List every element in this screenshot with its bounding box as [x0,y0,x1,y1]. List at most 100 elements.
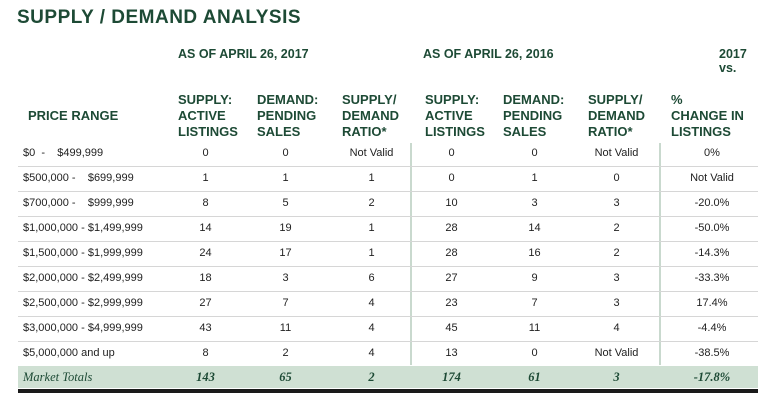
totals-demand-2017: 65 [279,370,292,384]
demand-2016-cell: 16 [528,247,541,259]
supply-2016-cell: 13 [445,347,458,359]
price-range-cell: $5,000,000 and up [23,347,115,359]
row-separator [18,241,758,242]
supply-2017-cell: 24 [199,247,212,259]
row-separator [18,266,758,267]
ratio-2016-cell: 3 [613,272,620,284]
supply-2017-cell: 8 [202,347,209,359]
row-separator [18,341,758,342]
demand-2017-cell: 2 [282,347,289,359]
ratio-2017-cell: 4 [368,322,375,334]
table-row: $0 - $499,999 0 0 Not Valid 0 0 Not Valid 0% [18,141,758,166]
table-row: $500,000 - $699,999 1 1 1 0 1 0 Not Valid [18,166,758,191]
supply-2016-cell: 45 [445,322,458,334]
supply-2017-cell: 18 [199,272,212,284]
demand-2017-cell: 0 [282,147,289,159]
supply-2016-cell: 0 [448,172,455,184]
totals-supply-2016: 174 [442,370,461,384]
period-2016-header: AS OF APRIL 26, 2016 [423,47,554,61]
change-cell: -4.4% [697,322,727,334]
ratio-2017-cell: 1 [368,247,375,259]
price-range-cell: $0 - $499,999 [23,147,104,159]
period-divider [410,143,412,365]
price-range-header: PRICE RANGE [28,108,119,123]
change-cell: -14.3% [694,247,730,259]
ratio-2016-cell: Not Valid [594,347,639,359]
ratio-2016-cell: 2 [613,222,620,234]
supply-2017-header: SUPPLY: ACTIVE LISTINGS [178,92,238,139]
demand-2017-cell: 17 [279,247,292,259]
totals-label: Market Totals [23,370,93,384]
supply-2017-cell: 0 [202,147,209,159]
demand-2017-cell: 19 [279,222,292,234]
period-2017-header: AS OF APRIL 26, 2017 [178,47,309,61]
demand-2016-cell: 0 [531,147,538,159]
demand-2017-cell: 5 [282,197,289,209]
demand-2017-cell: 11 [279,322,292,334]
demand-2016-cell: 3 [531,197,538,209]
table-row: $700,000 - $999,999 8 5 2 10 3 3 -20.0% [18,191,758,216]
change-cell: 17.4% [696,297,728,309]
ratio-2017-cell: 4 [368,347,375,359]
ratio-2016-cell: 2 [613,247,620,259]
price-range-cell: $1,500,000 - $1,999,999 [23,247,143,259]
totals-supply-2017: 143 [196,370,215,384]
supply-2016-cell: 23 [445,297,458,309]
page-title: SUPPLY / DEMAND ANALYSIS [17,7,302,28]
totals-demand-2016: 61 [528,370,541,384]
demand-2017-header: DEMAND: PENDING SALES [257,92,319,139]
ratio-2016-cell: 3 [613,297,620,309]
table-row: $2,000,000 - $2,499,999 18 3 6 27 9 3 -33.3% [18,266,758,291]
demand-2016-header: DEMAND: PENDING SALES [503,92,565,139]
demand-2017-cell: 7 [282,297,289,309]
change-cell: 0% [704,147,720,159]
price-range-cell: $700,000 - $999,999 [23,197,134,209]
market-totals-row: Market Totals 143 65 2 174 61 3 -17.8% [18,366,758,388]
ratio-2016-cell: 0 [613,172,620,184]
row-separator [18,316,758,317]
demand-2016-cell: 14 [528,222,541,234]
demand-2017-cell: 3 [282,272,289,284]
price-range-cell: $1,000,000 - $1,499,999 [23,222,143,234]
table-row: $3,000,000 - $4,999,999 43 11 4 45 11 4 -4.4% [18,316,758,341]
table-row: $1,000,000 - $1,499,999 14 19 1 28 14 2 -50.0% [18,216,758,241]
table-row: $5,000,000 and up 8 2 4 13 0 Not Valid -38.5% [18,341,758,366]
supply-2016-cell: 0 [448,147,455,159]
ratio-2017-cell: 1 [368,222,375,234]
change-header: % CHANGE IN LISTINGS [671,92,744,139]
totals-ratio-2016: 3 [613,370,620,384]
supply-2016-header: SUPPLY: ACTIVE LISTINGS [425,92,485,139]
row-separator [18,166,758,167]
price-range-cell: $3,000,000 - $4,999,999 [23,322,143,334]
demand-2016-cell: 9 [531,272,538,284]
ratio-2016-cell: Not Valid [594,147,639,159]
ratio-2016-cell: 4 [613,322,620,334]
ratio-2017-cell: Not Valid [349,147,394,159]
price-range-cell: $2,000,000 - $2,499,999 [23,272,143,284]
price-range-cell: $2,500,000 - $2,999,999 [23,297,143,309]
change-cell: -20.0% [694,197,730,209]
demand-2016-cell: 0 [531,347,538,359]
table-row: $2,500,000 - $2,999,999 27 7 4 23 7 3 17.4% [18,291,758,316]
change-cell: -38.5% [694,347,730,359]
row-separator [18,191,758,192]
change-cell: -50.0% [694,222,730,234]
ratio-2017-header: SUPPLY/DEMAND RATIO* [342,92,400,139]
ratio-2017-cell: 2 [368,197,375,209]
demand-2016-cell: 1 [531,172,538,184]
ratio-2016-cell: 3 [613,197,620,209]
supply-2017-cell: 43 [199,322,212,334]
supply-2016-cell: 28 [445,222,458,234]
change-period-header: 2017 vs. [719,47,747,75]
supply-2017-cell: 14 [199,222,212,234]
supply-2016-cell: 28 [445,247,458,259]
row-separator [18,291,758,292]
supply-2017-cell: 1 [202,172,209,184]
totals-change: -17.8% [693,370,731,384]
ratio-2017-cell: 4 [368,297,375,309]
demand-2016-cell: 11 [528,322,541,334]
supply-2016-cell: 10 [445,197,458,209]
row-separator [18,216,758,217]
totals-ratio-2017: 2 [368,370,375,384]
ratio-2017-cell: 6 [368,272,375,284]
